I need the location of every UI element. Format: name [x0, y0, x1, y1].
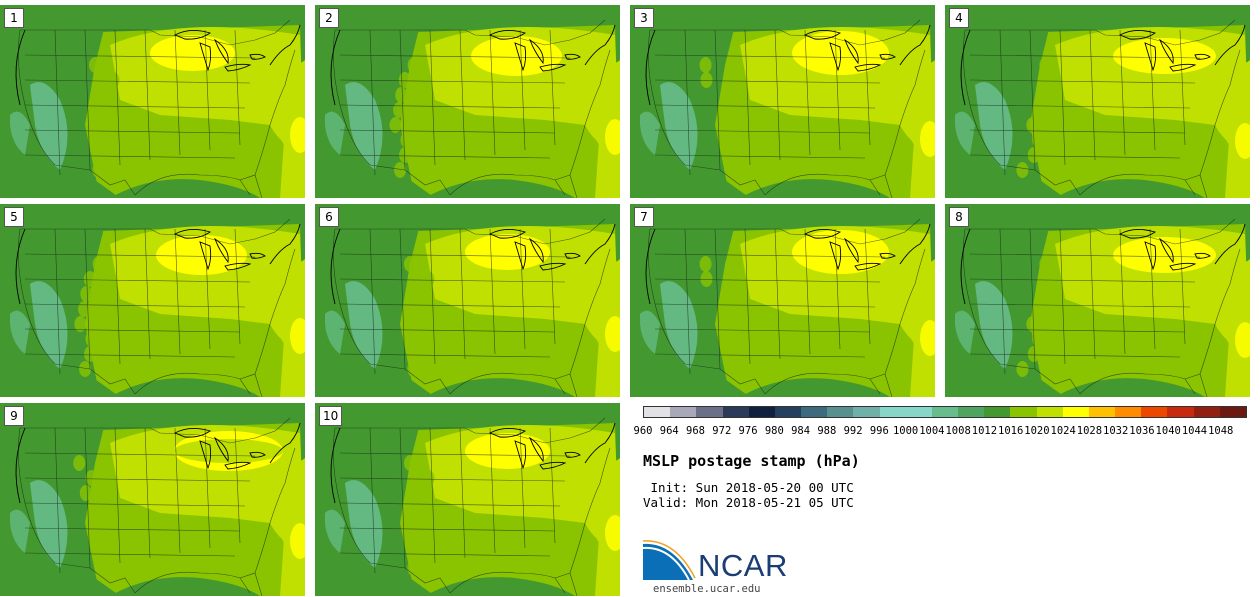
panel-number-label: 10	[319, 406, 343, 426]
mslp-map	[945, 204, 1250, 397]
colorbar-tick-label: 1048	[1208, 425, 1234, 437]
mslp-map	[0, 403, 305, 596]
colorbar-swatch	[1036, 407, 1063, 417]
colorbar-tick-label: 1036	[1129, 425, 1155, 437]
ncar-logo-icon	[643, 540, 696, 581]
colorbar-swatch	[1062, 407, 1089, 417]
colorbar-tick-label: 1040	[1155, 425, 1181, 437]
colorbar-tick-label: 972	[712, 425, 732, 437]
panel-number-label: 6	[319, 207, 339, 227]
colorbar-tick-label: 984	[791, 425, 811, 437]
postage-stamp-panel: 9	[0, 403, 305, 596]
colorbar-tick-label: 1000	[892, 425, 919, 437]
colorbar-tick-label: 992	[843, 425, 863, 437]
mslp-map	[630, 204, 935, 397]
pressure-colorbar	[643, 406, 1247, 418]
colorbar-tick-label: 1044	[1181, 425, 1208, 437]
colorbar-tick-label: 1016	[997, 425, 1024, 437]
panel-number-label: 1	[4, 8, 24, 28]
colorbar-swatch	[958, 407, 985, 417]
colorbar-tick-label: 968	[686, 425, 705, 437]
colorbar-swatch	[1193, 407, 1220, 417]
panel-number-label: 9	[4, 406, 24, 426]
panel-number-label: 5	[4, 207, 24, 227]
postage-stamp-panel: 3	[630, 5, 935, 198]
postage-stamp-panel: 1	[0, 5, 305, 198]
colorbar-tick-label: 1024	[1050, 425, 1076, 437]
colorbar-swatch	[644, 407, 671, 417]
colorbar-swatch	[801, 407, 828, 417]
site-url: ensemble.ucar.edu	[653, 583, 761, 595]
colorbar-tick-label: 964	[659, 425, 679, 437]
colorbar-swatch	[853, 407, 880, 417]
colorbar-swatch	[905, 407, 932, 417]
colorbar-ticks: 960 964 968 972 976 980 984 988 992 996 1000 1004 10…	[633, 425, 1253, 439]
colorbar-tick-label: 988	[817, 425, 837, 437]
mslp-map	[315, 204, 620, 397]
panel-number-label: 8	[949, 207, 969, 227]
panel-number-label: 4	[949, 8, 969, 28]
postage-stamp-panel: 10	[315, 403, 620, 596]
colorbar-swatch	[1167, 407, 1194, 417]
panel-number-label: 2	[319, 8, 339, 28]
colorbar-swatch	[670, 407, 697, 417]
colorbar-tick-label: 1032	[1103, 425, 1129, 437]
mslp-map	[945, 5, 1250, 198]
colorbar-swatch	[879, 407, 906, 417]
colorbar-swatch	[1219, 407, 1246, 417]
colorbar-tick-label: 1012	[971, 425, 998, 437]
panel-number-label: 3	[634, 8, 654, 28]
mslp-map	[630, 5, 935, 198]
colorbar-tick-label: 960	[633, 425, 653, 437]
colorbar-swatch	[1010, 407, 1037, 417]
mslp-map	[0, 5, 305, 198]
postage-stamp-panel: 4	[945, 5, 1250, 198]
mslp-map	[0, 204, 305, 397]
colorbar-tick-label: 996	[869, 425, 889, 437]
colorbar-tick-label: 1008	[945, 425, 971, 437]
ncar-logo-text: NCAR	[698, 548, 788, 583]
colorbar-swatch	[984, 407, 1011, 417]
init-time: Init: Sun 2018-05-20 00 UTC	[643, 480, 854, 495]
colorbar-tick-label: 1004	[919, 425, 945, 437]
mslp-map	[315, 5, 620, 198]
colorbar-tick-label: 980	[764, 425, 784, 437]
colorbar-swatch	[722, 407, 749, 417]
colorbar-swatch	[774, 407, 802, 417]
chart-title: MSLP postage stamp (hPa)	[643, 452, 860, 470]
colorbar-swatch	[931, 407, 959, 417]
postage-stamp-panel: 5	[0, 204, 305, 397]
colorbar-tick-label: 1020	[1024, 425, 1050, 437]
colorbar-swatch	[748, 407, 775, 417]
colorbar-swatch	[696, 407, 723, 417]
postage-stamp-panel: 8	[945, 204, 1250, 397]
mslp-map	[315, 403, 620, 596]
colorbar-tick-label: 976	[738, 425, 758, 437]
panel-number-label: 7	[634, 207, 654, 227]
colorbar-tick-label: 1028	[1076, 425, 1103, 437]
postage-stamp-panel: 6	[315, 204, 620, 397]
colorbar-swatch	[827, 407, 854, 417]
postage-stamp-panel: 7	[630, 204, 935, 397]
valid-time: Valid: Mon 2018-05-21 05 UTC	[643, 495, 854, 510]
postage-stamp-panel: 2	[315, 5, 620, 198]
colorbar-swatch	[1141, 407, 1168, 417]
colorbar-swatch	[1088, 407, 1116, 417]
colorbar-swatch	[1115, 407, 1142, 417]
